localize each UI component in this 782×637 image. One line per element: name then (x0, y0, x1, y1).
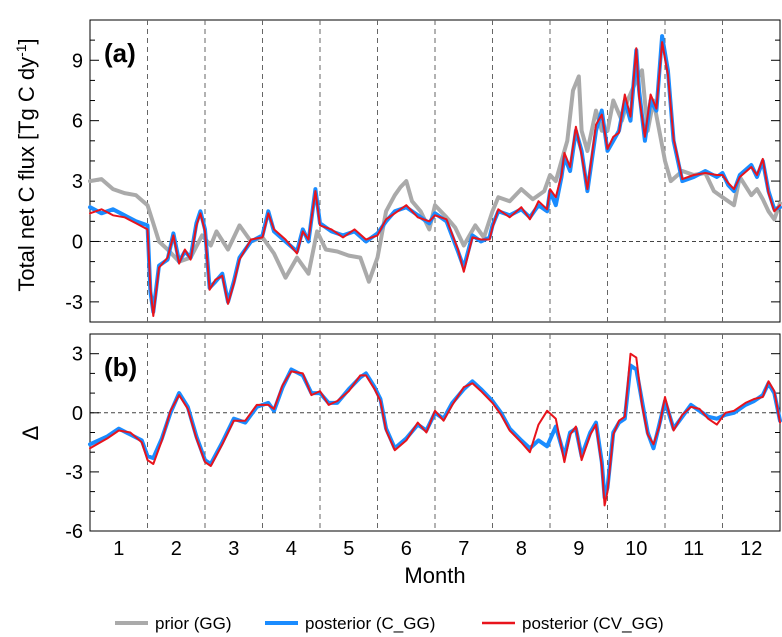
x-tick-label: 11 (683, 538, 704, 560)
x-tick-label: 3 (228, 538, 239, 560)
panel-b-label: (b) (104, 352, 137, 382)
x-tick-label: 10 (625, 538, 647, 560)
panel-b-y-ticks: 3 0 -3 -6 (65, 333, 780, 543)
x-tick-label: 1 (113, 538, 124, 560)
panel-a-y-ticks: 9 6 3 0 -3 (65, 19, 780, 323)
x-tick-label: 8 (516, 538, 527, 560)
y-tick-label: 9 (72, 50, 83, 72)
legend-label-prior: prior (GG) (155, 614, 232, 633)
panel-b-x-ticks: 1 2 3 4 5 6 7 8 9 10 11 12 (113, 538, 762, 560)
series-line-posterior-cv-gg- (89, 41, 781, 317)
legend-label-posterior-cv-gg: posterior (CV_GG) (522, 614, 664, 633)
x-tick-label: 12 (740, 538, 762, 560)
x-tick-label: 6 (401, 538, 412, 560)
x-axis-title: Month (404, 563, 465, 588)
panel-b-month-gridlines (147, 334, 723, 531)
x-tick-label: 5 (343, 538, 354, 560)
panel-b-ylabel: Δ (18, 425, 43, 440)
panel-a: 9 6 3 0 -3 (a) Total net C flux [Tg C dy-1] (13, 19, 782, 323)
x-tick-label: 9 (573, 538, 584, 560)
y-tick-label: 3 (72, 171, 83, 193)
y-tick-label: 0 (72, 403, 83, 425)
y-tick-label: 0 (72, 231, 83, 253)
y-tick-label: -3 (65, 462, 83, 484)
series-line-prior-gg- (88, 68, 782, 284)
y-tick-label: 6 (72, 111, 83, 133)
y-tick-label: -3 (65, 292, 83, 314)
legend: prior (GG) posterior (C_GG) posterior (C… (115, 614, 664, 633)
x-tick-label: 2 (171, 538, 182, 560)
x-tick-label: 7 (458, 538, 469, 560)
x-tick-label: 4 (286, 538, 297, 560)
panel-a-ylabel: Total net C flux [Tg C dy-1] (13, 38, 39, 291)
panel-a-label: (a) (104, 38, 136, 68)
panel-b-series (88, 352, 782, 507)
y-tick-label: -6 (65, 521, 83, 543)
panel-a-series (88, 34, 782, 317)
y-tick-label: 3 (72, 344, 83, 366)
series-line-posterior-cv-gg- (89, 352, 781, 507)
panel-b: 30-3-6 1 2 3 4 5 6 7 8 9 10 11 12 (b) Δ Month (18, 333, 782, 588)
legend-label-posterior-c-gg: posterior (C_GG) (305, 614, 435, 633)
